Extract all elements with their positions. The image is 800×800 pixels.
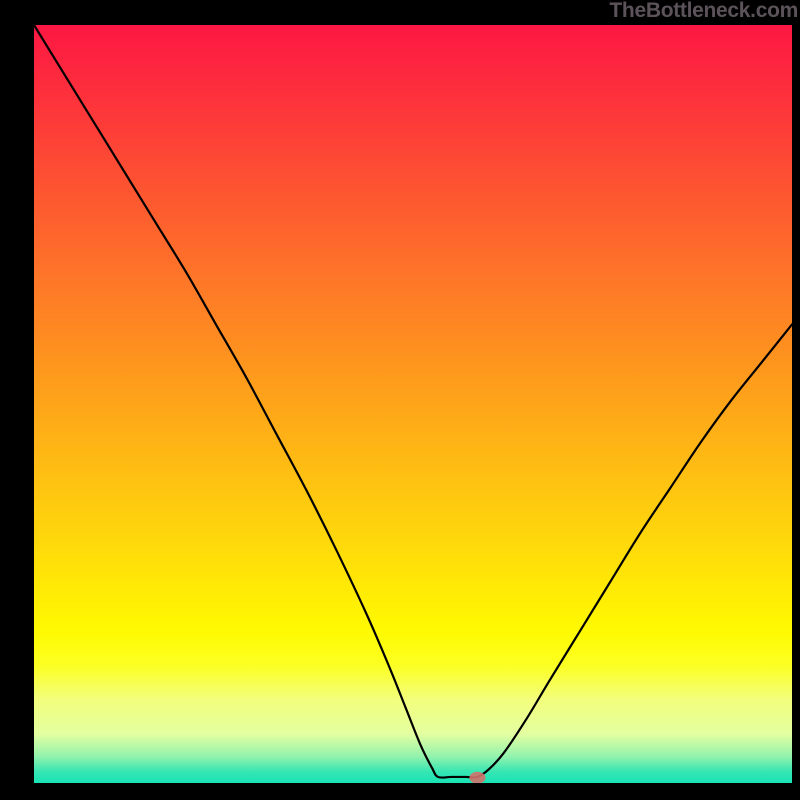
chart-frame: TheBottleneck.com bbox=[0, 0, 800, 800]
watermark-text: TheBottleneck.com bbox=[609, 0, 798, 21]
gradient-background bbox=[34, 25, 792, 783]
bottleneck-chart bbox=[34, 25, 792, 783]
